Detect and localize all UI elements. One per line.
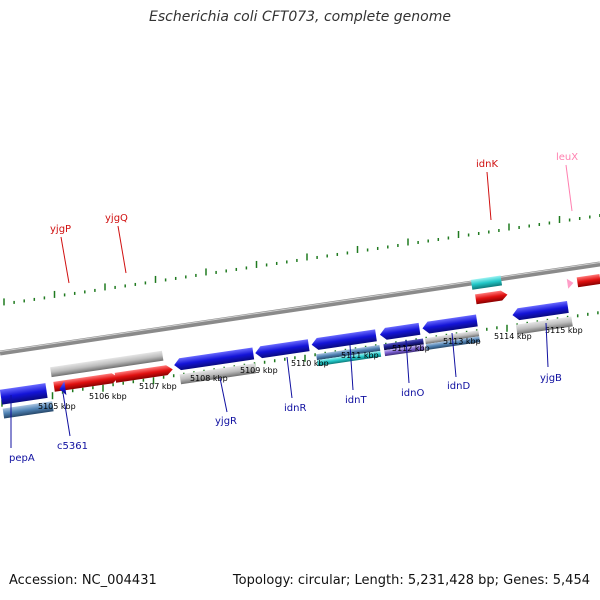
gene-pepA-arrow[interactable] xyxy=(0,383,48,405)
gene-idnO-arrow[interactable] xyxy=(379,322,421,341)
outer-scale-line xyxy=(3,214,600,306)
tick-label-5107: 5107 kbp xyxy=(139,382,177,391)
label-idnK[interactable]: idnK xyxy=(476,159,498,170)
accession-text: Accession: NC_004431 xyxy=(9,573,157,588)
tick-label-5113: 5113 kbp xyxy=(443,337,481,346)
leader-idnD xyxy=(451,332,457,378)
gene-idnK-cds[interactable] xyxy=(470,275,503,290)
tick-labels: 5105 kbp 5106 kbp 5107 kbp 5108 kbp 5109… xyxy=(38,326,583,411)
label-leuX[interactable]: leuX xyxy=(556,152,578,163)
tick-label-5115: 5115 kbp xyxy=(545,326,583,335)
gene-idnD-arrow[interactable] xyxy=(422,314,478,334)
leader-idnO xyxy=(405,339,410,384)
genome-title: Escherichia coli CFT073, complete genome xyxy=(149,9,451,25)
label-yjgR[interactable]: yjgR xyxy=(215,416,237,427)
label-c5361[interactable]: c5361 xyxy=(57,441,88,452)
leader-yjgP xyxy=(60,236,70,284)
gene-idnR-arrow[interactable] xyxy=(254,339,310,359)
gene-yjgB-cds[interactable] xyxy=(515,316,573,335)
leader-yjgQ xyxy=(117,225,127,274)
tick-label-5106: 5106 kbp xyxy=(89,392,127,401)
gene-yjgR-cds[interactable] xyxy=(179,363,257,385)
gene-yjgP-cds[interactable] xyxy=(50,350,164,378)
gene-yjgB-arrow[interactable] xyxy=(512,301,569,321)
tick-label-5109: 5109 kbp xyxy=(240,366,278,375)
leader-yjgB xyxy=(545,322,549,368)
gene-yjgP-arrow[interactable] xyxy=(53,372,119,392)
label-pepA[interactable]: pepA xyxy=(9,453,35,464)
gene-yjgQ-arrow[interactable] xyxy=(114,364,174,383)
leader-yjgR xyxy=(219,377,228,413)
gene-idnK-arrow[interactable] xyxy=(475,290,508,305)
label-yjgB[interactable]: yjgB xyxy=(540,373,562,384)
leader-idnR xyxy=(286,356,293,399)
gene-idnO-cds-purple[interactable] xyxy=(384,344,425,357)
gene-idnT-arrow[interactable] xyxy=(311,329,377,350)
leader-c5361 xyxy=(62,392,71,437)
summary-text: Topology: circular; Length: 5,231,428 bp… xyxy=(232,573,590,588)
tick-label-5111: 5111 kbp xyxy=(341,351,379,360)
label-yjgP[interactable]: yjgP xyxy=(50,224,71,235)
leader-leuX xyxy=(565,164,573,212)
gene-leuX-right-arrow[interactable] xyxy=(576,273,600,288)
label-yjgQ[interactable]: yjgQ xyxy=(105,213,128,224)
tick-label-5112: 5112 kbp xyxy=(392,344,430,353)
gene-c5361-arrow[interactable] xyxy=(58,381,67,396)
gene-idnT-cds-steel[interactable] xyxy=(316,344,381,361)
gene-leuX-marker[interactable] xyxy=(566,278,574,289)
label-idnO[interactable]: idnO xyxy=(401,388,424,399)
label-idnT[interactable]: idnT xyxy=(345,395,367,406)
leader-idnK xyxy=(486,171,492,221)
tick-label-5105: 5105 kbp xyxy=(38,402,76,411)
gene-pepA-cds[interactable] xyxy=(2,401,54,419)
gene-idnO-cds-navy[interactable] xyxy=(383,338,424,351)
tick-label-5110: 5110 kbp xyxy=(291,359,329,368)
tick-label-5108: 5108 kbp xyxy=(190,374,228,383)
tick-label-5114: 5114 kbp xyxy=(494,332,532,341)
label-idnD[interactable]: idnD xyxy=(447,381,470,392)
gene-idnT-cds-cyan[interactable] xyxy=(316,350,382,367)
gene-yjgR-arrow[interactable] xyxy=(173,347,255,371)
leader-idnT xyxy=(349,344,354,391)
label-idnR[interactable]: idnR xyxy=(284,403,306,414)
